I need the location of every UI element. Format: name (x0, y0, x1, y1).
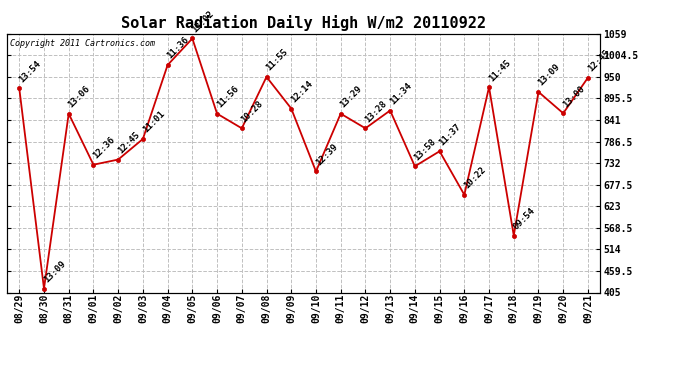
Text: 09:54: 09:54 (511, 206, 537, 231)
Text: 11:55: 11:55 (264, 47, 290, 73)
Text: 13:58: 13:58 (413, 137, 438, 162)
Text: 12:14: 12:14 (289, 79, 315, 104)
Text: 13:29: 13:29 (339, 84, 364, 110)
Text: Copyright 2011 Cartronics.com: Copyright 2011 Cartronics.com (10, 39, 155, 48)
Text: 12:45: 12:45 (586, 48, 611, 74)
Text: 13:09: 13:09 (536, 62, 562, 88)
Text: 13:09: 13:09 (42, 259, 67, 284)
Text: 12:39: 12:39 (314, 142, 339, 167)
Text: 10:22: 10:22 (462, 165, 487, 190)
Text: 11:36: 11:36 (166, 36, 190, 61)
Text: 13:02: 13:02 (190, 9, 215, 34)
Text: 11:56: 11:56 (215, 84, 240, 110)
Text: 12:45: 12:45 (116, 130, 141, 155)
Text: 13:00: 13:00 (561, 84, 586, 109)
Text: 11:45: 11:45 (487, 58, 512, 83)
Text: 11:01: 11:01 (141, 110, 166, 135)
Title: Solar Radiation Daily High W/m2 20110922: Solar Radiation Daily High W/m2 20110922 (121, 15, 486, 31)
Text: 13:28: 13:28 (363, 99, 388, 124)
Text: 13:54: 13:54 (17, 59, 42, 84)
Text: 10:28: 10:28 (239, 99, 265, 124)
Text: 13:06: 13:06 (66, 84, 92, 110)
Text: 12:36: 12:36 (91, 135, 117, 160)
Text: 11:37: 11:37 (437, 122, 463, 147)
Text: 11:34: 11:34 (388, 81, 413, 106)
